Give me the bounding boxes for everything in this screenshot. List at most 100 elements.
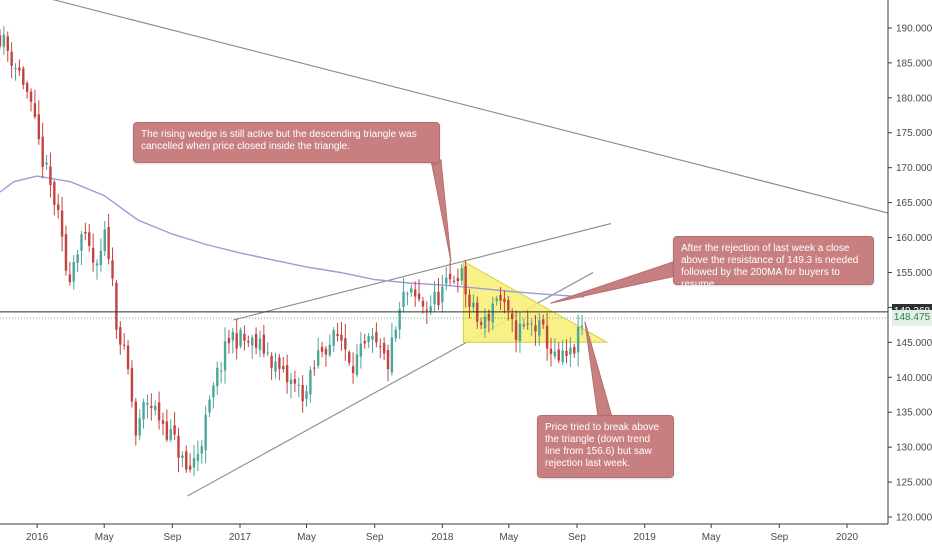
candle-body	[499, 294, 502, 301]
candle-body	[472, 302, 475, 308]
candle-body	[351, 366, 355, 374]
candle-body	[22, 68, 25, 85]
candle-body	[115, 282, 118, 330]
candle-body	[126, 345, 130, 370]
pointer-rejection-note	[550, 260, 677, 304]
candle-body	[301, 385, 304, 402]
candle-body	[185, 451, 188, 470]
candle-body	[398, 309, 401, 330]
candle-body	[487, 313, 491, 321]
candle-body	[33, 103, 37, 117]
candle-body	[316, 350, 320, 366]
candle-body	[227, 337, 231, 344]
candle-body	[576, 327, 580, 353]
candle-body	[134, 401, 138, 436]
candle-body	[557, 349, 560, 361]
moving-average-line	[0, 175, 585, 298]
candle-body	[95, 263, 99, 266]
candle-body	[460, 267, 463, 281]
x-axis: 2016 May Sep 2017 May Sep 2018 May Sep 2019 May Sep…	[0, 523, 888, 543]
candle-body	[88, 232, 91, 246]
candle-body	[72, 261, 75, 282]
candle-body	[254, 333, 258, 348]
candle-body	[553, 351, 557, 357]
candle-body	[495, 298, 498, 301]
candle-body	[200, 446, 203, 454]
y-tick-label: 165.000	[896, 198, 932, 209]
y-axis: 120.000 125.000 130.000 135.000 140.000 145.0…	[887, 0, 932, 524]
candle-body	[386, 349, 390, 370]
x-tick-label: Sep	[163, 532, 181, 543]
candle-body	[309, 370, 312, 395]
candle-body	[417, 293, 421, 300]
candle-body	[293, 379, 297, 384]
y-tick-label: 160.000	[896, 233, 932, 244]
candle-body	[196, 453, 200, 461]
candle-body	[297, 384, 300, 386]
candle-body	[437, 291, 440, 306]
annotation-rejection-resistance: After the rejection of last week a close…	[673, 236, 874, 290]
candle-body	[538, 320, 541, 336]
candle-body	[122, 344, 126, 346]
candle-body	[130, 368, 134, 402]
close-price-label: 148.475	[892, 310, 932, 327]
x-tick-label: 2019	[634, 532, 657, 543]
candle-body	[188, 465, 192, 470]
candle-body	[363, 341, 366, 344]
candle-body	[421, 300, 425, 307]
candle-body	[514, 320, 518, 341]
candle-body	[2, 34, 6, 47]
candle-body	[394, 329, 397, 339]
candle-body	[413, 289, 417, 297]
candle-body	[348, 352, 351, 363]
trend-line-long-term-downtrend	[52, 0, 889, 214]
candle-body	[10, 51, 13, 66]
candle-body	[483, 316, 487, 329]
candle-body	[80, 234, 83, 251]
candle-body	[278, 357, 281, 369]
candle-body	[274, 361, 277, 372]
candle-body	[18, 67, 21, 71]
x-tick-label: 2018	[431, 532, 454, 543]
candle-body	[154, 405, 157, 411]
candle-body	[25, 83, 29, 92]
candle-body	[332, 330, 335, 346]
candle-body	[425, 309, 429, 311]
candle-body	[379, 346, 382, 348]
y-tick-label: 140.000	[896, 373, 932, 384]
candle-body	[507, 300, 510, 311]
candle-body	[565, 350, 568, 357]
annotation-triangle-cancelled: The rising wedge is still active but the…	[133, 122, 440, 163]
candle-body	[251, 337, 254, 346]
y-tick-label: 130.000	[896, 443, 932, 454]
candle-body	[305, 391, 308, 399]
y-tick-label: 180.000	[896, 93, 932, 104]
candle-body	[258, 338, 262, 350]
candle-body	[111, 260, 114, 279]
candle-body	[313, 367, 316, 369]
candle-body	[119, 327, 122, 345]
candle-body	[192, 458, 196, 468]
candle-body	[445, 277, 448, 284]
candle-body	[285, 365, 289, 383]
x-tick-label: May	[95, 532, 114, 543]
candle-body	[68, 274, 72, 283]
candle-body	[336, 333, 339, 337]
candle-body	[324, 348, 328, 355]
candle-body	[231, 331, 235, 341]
y-tick-label: 120.000	[896, 513, 932, 524]
candle-body	[545, 325, 549, 349]
candle-body	[169, 429, 172, 440]
candle-body	[99, 250, 103, 266]
y-tick-label: 145.000	[896, 338, 932, 349]
x-tick-label: Sep	[568, 532, 586, 543]
x-tick-label: May	[499, 532, 518, 543]
pointer-break-note	[584, 321, 613, 418]
candle-body	[45, 162, 48, 165]
y-tick-label: 190.000	[896, 23, 932, 34]
candle-body	[181, 455, 184, 458]
candle-body	[510, 313, 514, 319]
candle-body	[49, 166, 52, 186]
candle-body	[406, 293, 409, 295]
